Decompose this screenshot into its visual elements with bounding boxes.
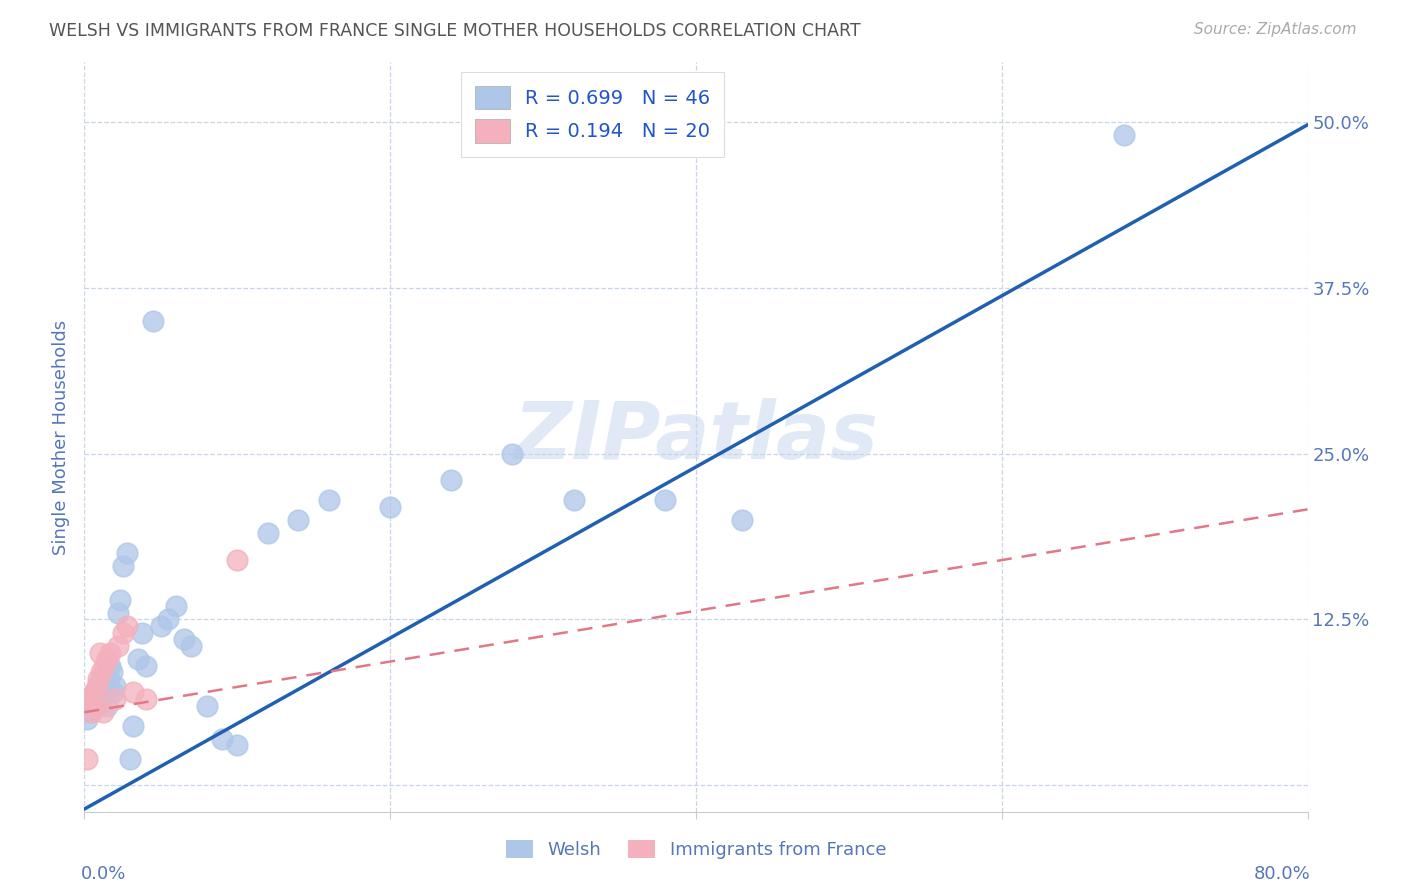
Point — [127, 652, 149, 666]
Point — [76, 752, 98, 766]
Point — [142, 314, 165, 328]
Point — [135, 658, 157, 673]
Point — [79, 692, 101, 706]
Point — [86, 698, 108, 713]
Point — [104, 692, 127, 706]
Point — [318, 493, 340, 508]
Point — [80, 705, 103, 719]
Point — [93, 658, 115, 673]
Y-axis label: Single Mother Households: Single Mother Households — [52, 319, 70, 555]
Point — [96, 652, 118, 666]
Point — [287, 513, 309, 527]
Point — [122, 718, 145, 732]
Text: ZIPatlas: ZIPatlas — [513, 398, 879, 476]
Point — [149, 619, 172, 633]
Point — [226, 739, 249, 753]
Point — [91, 705, 114, 719]
Point — [440, 473, 463, 487]
Point — [731, 513, 754, 527]
Point — [131, 625, 153, 640]
Point — [87, 679, 110, 693]
Point — [104, 679, 127, 693]
Point — [111, 625, 134, 640]
Point — [103, 685, 125, 699]
Point — [80, 698, 103, 713]
Point — [98, 646, 121, 660]
Point — [89, 646, 111, 660]
Point — [111, 559, 134, 574]
Text: Source: ZipAtlas.com: Source: ZipAtlas.com — [1194, 22, 1357, 37]
Point — [83, 692, 105, 706]
Point — [562, 493, 585, 508]
Point — [195, 698, 218, 713]
Point — [98, 658, 121, 673]
Point — [96, 698, 118, 713]
Point — [226, 553, 249, 567]
Point — [211, 731, 233, 746]
Point — [86, 679, 108, 693]
Text: WELSH VS IMMIGRANTS FROM FRANCE SINGLE MOTHER HOUSEHOLDS CORRELATION CHART: WELSH VS IMMIGRANTS FROM FRANCE SINGLE M… — [49, 22, 860, 40]
Point — [87, 672, 110, 686]
Legend: Welsh, Immigrants from France: Welsh, Immigrants from France — [499, 832, 893, 866]
Point — [654, 493, 676, 508]
Point — [91, 679, 114, 693]
Text: 80.0%: 80.0% — [1254, 864, 1310, 883]
Point — [120, 752, 142, 766]
Point — [84, 685, 107, 699]
Point — [115, 546, 138, 560]
Point — [1114, 128, 1136, 143]
Point — [502, 447, 524, 461]
Point — [157, 612, 180, 626]
Point — [108, 592, 131, 607]
Point — [115, 619, 138, 633]
Point — [101, 665, 124, 680]
Point — [76, 712, 98, 726]
Point — [135, 692, 157, 706]
Point — [173, 632, 195, 647]
Point — [107, 606, 129, 620]
Point — [257, 526, 280, 541]
Point — [97, 672, 120, 686]
Point — [94, 665, 117, 680]
Point — [165, 599, 187, 614]
Point — [122, 685, 145, 699]
Point — [89, 692, 111, 706]
Point — [180, 639, 202, 653]
Point — [79, 705, 101, 719]
Point — [107, 639, 129, 653]
Text: 0.0%: 0.0% — [82, 864, 127, 883]
Point — [83, 685, 105, 699]
Point — [90, 672, 112, 686]
Point — [90, 665, 112, 680]
Point — [380, 500, 402, 514]
Point — [93, 685, 115, 699]
Point — [84, 698, 107, 713]
